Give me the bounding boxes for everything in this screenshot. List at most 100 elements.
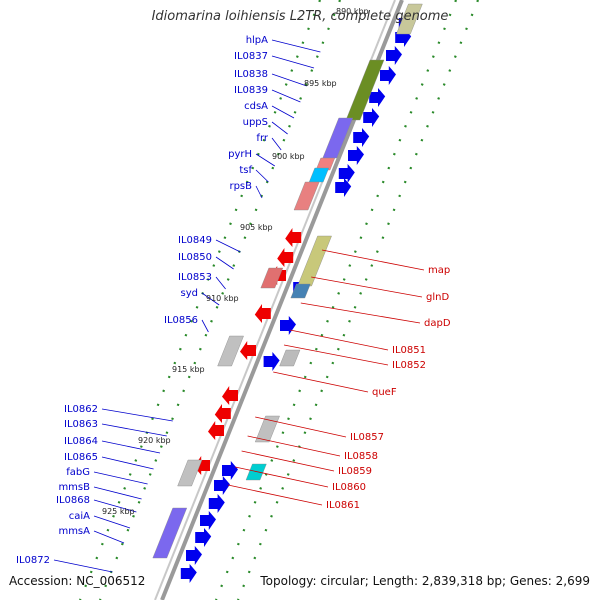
left-leader-line-21 <box>93 486 142 500</box>
feature-block-grey-2 <box>279 349 301 367</box>
forward-gene-arrow-9 <box>338 164 355 183</box>
right-gene-label-7: IL0857 <box>350 432 384 443</box>
right-gene-label-10: IL0860 <box>332 482 366 493</box>
kbp-marker-1: 890 kbp <box>336 7 369 16</box>
right-gene-label-8: IL0858 <box>344 451 378 462</box>
feature-block-grey-1 <box>217 335 244 367</box>
right-gene-label-6: queF <box>372 387 397 398</box>
feature-block-khaki-top <box>396 3 423 35</box>
forward-gene-arrow-20 <box>180 564 197 583</box>
kbp-marker-3: 900 kbp <box>272 152 305 161</box>
left-leader-line-4 <box>271 89 301 103</box>
kbp-marker-6: 915 kbp <box>172 365 205 374</box>
right-leader-line-10 <box>235 466 329 488</box>
left-leader-line-14 <box>201 292 220 306</box>
left-leader-line-10 <box>255 185 263 199</box>
left-gene-label-3: IL0838 <box>234 69 268 80</box>
left-gene-label-14: syd <box>181 288 198 299</box>
left-leader-line-6 <box>271 121 288 135</box>
right-gene-label-5: IL0852 <box>392 360 426 371</box>
kbp-markers: 890 kbp 895 kbp 900 kbp 905 kbp 910 kbp 915 k… <box>102 7 369 516</box>
right-gene-label-4: IL0851 <box>392 345 426 356</box>
kbp-marker-2: 895 kbp <box>304 79 337 88</box>
right-leader-line-2 <box>311 276 423 298</box>
right-leader-line-5 <box>283 344 389 366</box>
right-leader-line-1 <box>321 249 425 271</box>
feature-block-small-pink <box>260 267 284 289</box>
kbp-marker-5: 910 kbp <box>206 294 239 303</box>
left-gene-label-6: uppS <box>243 117 268 128</box>
left-gene-label-24: mmsA <box>58 526 90 537</box>
feature-block-cyan <box>308 167 330 183</box>
left-gene-label-10: rpsB <box>229 181 252 192</box>
reverse-gene-arrow-6 <box>222 386 238 405</box>
left-leader-line-18 <box>101 440 161 454</box>
left-gene-label-20: fabG <box>66 467 90 478</box>
right-leader-line-7 <box>255 416 347 438</box>
forward-gene-arrow-13 <box>263 352 280 371</box>
left-leader-line-22 <box>93 499 137 513</box>
left-gene-label-17: IL0863 <box>64 419 98 430</box>
forward-gene-arrow-3 <box>386 46 402 65</box>
left-gene-label-23: caiA <box>69 511 90 522</box>
left-gene-label-18: IL0864 <box>64 436 98 447</box>
reverse-gene-arrow-1 <box>285 228 302 247</box>
forward-gene-arrow-7 <box>353 128 370 147</box>
left-gene-label-7: frr <box>256 133 268 144</box>
reverse-gene-arrow-5 <box>240 341 256 360</box>
left-leader-line-20 <box>93 471 148 485</box>
forward-gene-arrow-4 <box>380 66 396 85</box>
kbp-marker-4: 905 kbp <box>240 223 273 232</box>
left-gene-label-12: IL0850 <box>178 252 212 263</box>
left-gene-label-15: IL0856 <box>164 315 198 326</box>
feature-block-salmon <box>293 181 320 211</box>
left-gene-label-19: IL0865 <box>64 452 98 463</box>
left-gene-label-22: IL0868 <box>56 495 90 506</box>
feature-block-khaki <box>297 235 332 287</box>
dotted-guides <box>78 0 480 600</box>
right-gene-label-1: map <box>428 265 450 276</box>
forward-gene-arrow-17 <box>200 511 216 530</box>
forward-gene-arrow-8 <box>348 146 364 165</box>
left-gene-label-11: IL0849 <box>178 235 212 246</box>
forward-gene-arrow-19 <box>186 546 202 565</box>
feature-block-olive <box>345 59 385 121</box>
left-leader-line-15 <box>201 319 209 333</box>
left-leader-line-2 <box>271 55 315 69</box>
accession-text: Accession: NC_006512 <box>9 574 146 588</box>
feature-block-grey-3 <box>254 415 280 443</box>
right-gene-label-9: IL0859 <box>338 466 372 477</box>
left-leader-line-1 <box>271 39 321 53</box>
forward-gene-arrow-15 <box>214 476 230 495</box>
forward-gene-arrow-18 <box>195 528 212 547</box>
right-gene-label-11: IL0861 <box>326 500 360 511</box>
left-gene-label-25: IL0872 <box>16 555 50 566</box>
genome-title: Idiomarina loihiensis L2TR, complete gen… <box>151 9 449 24</box>
left-leader-line-8 <box>255 153 276 167</box>
reverse-gene-arrow-8 <box>208 421 224 440</box>
feature-block-steelblue <box>290 283 311 299</box>
left-gene-label-21: mmsB <box>58 482 90 493</box>
left-leader-line-24 <box>93 530 125 544</box>
left-leader-line-13 <box>215 276 226 290</box>
feature-block-purple <box>322 117 354 159</box>
feature-block-pink <box>315 157 336 171</box>
left-gene-label-2: IL0837 <box>234 51 268 62</box>
left-leader-line-12 <box>215 256 234 270</box>
left-leader-line-3 <box>271 73 307 87</box>
forward-gene-arrow-5 <box>369 88 386 107</box>
left-leader-line-19 <box>101 456 154 470</box>
left-gene-label-8: pyrH <box>228 149 252 160</box>
right-leader-line-8 <box>247 435 341 457</box>
label-leader-lines <box>53 39 425 573</box>
feature-block-cyan-2 <box>245 463 267 481</box>
left-gene-label-13: IL0853 <box>178 272 212 283</box>
left-leader-line-7 <box>271 137 282 151</box>
right-leader-line-3 <box>300 302 421 324</box>
left-gene-label-1: hlpA <box>246 35 268 46</box>
reverse-gene-arrow-2 <box>277 248 294 267</box>
feature-block-purple-2 <box>152 507 188 559</box>
